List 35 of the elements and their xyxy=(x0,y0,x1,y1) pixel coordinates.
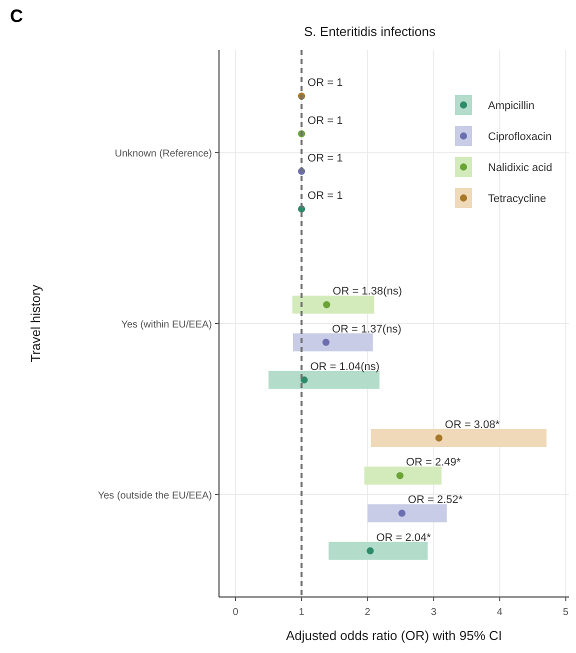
data-label: OR = 1 xyxy=(308,190,343,202)
x-tick-label: 2 xyxy=(364,607,371,618)
x-tick-label: 5 xyxy=(562,607,569,618)
y-tick-label: Yes (within EU/EEA) xyxy=(121,320,212,330)
text: C xyxy=(10,6,23,26)
data-label: OR = 1.04(ns) xyxy=(310,360,380,373)
chart-title: S. Enteritidis infections xyxy=(304,24,436,39)
bar xyxy=(292,333,373,352)
data-label: OR = 1 xyxy=(308,152,343,164)
bar xyxy=(268,370,380,389)
legend-label: Nalidixic acid xyxy=(488,162,552,174)
legend-label: Ciprofloxacin xyxy=(488,131,552,143)
legend-label: Ampicillin xyxy=(488,100,534,112)
bar xyxy=(364,466,442,485)
y-axis-title: Travel history xyxy=(28,284,43,362)
data-label: OR = 1 xyxy=(308,77,343,90)
bar xyxy=(328,542,428,560)
x-tick-label: 4 xyxy=(496,607,503,618)
bar xyxy=(368,504,447,522)
data-label: OR = 2.04* xyxy=(376,532,432,544)
bar xyxy=(370,429,547,448)
y-tick-label: Yes (outside the EU/EEA) xyxy=(98,490,212,502)
bar xyxy=(292,296,374,314)
data-label: OR = 1.38(ns) xyxy=(332,286,402,298)
x-tick-label: 1 xyxy=(298,607,305,618)
data-label: OR = 1 xyxy=(308,114,343,127)
data-label: OR = 1.37(ns) xyxy=(332,323,402,336)
data-label: OR = 3.08* xyxy=(444,419,500,432)
x-tick-label: 3 xyxy=(430,607,437,618)
data-label: OR = 2.52* xyxy=(408,494,464,506)
x-axis-title: Adjusted odds ratio (OR) with 95% CI xyxy=(286,628,502,643)
legend-label: Tetracycline xyxy=(488,193,546,205)
data-label: OR = 2.49* xyxy=(406,456,462,469)
x-tick-label: 0 xyxy=(232,607,239,618)
y-tick-label: Unknown (Reference) xyxy=(114,148,212,160)
